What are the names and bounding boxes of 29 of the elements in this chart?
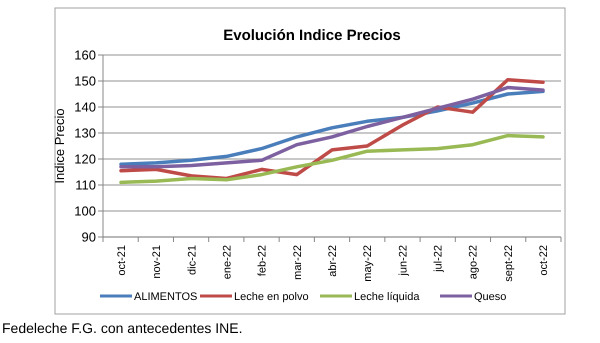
- x-tick-label: nov-21: [151, 245, 164, 279]
- x-tick-label: jun-22: [397, 245, 410, 277]
- x-tick-label: oct-22: [538, 245, 550, 276]
- x-tick-label: jul-22: [432, 245, 444, 273]
- y-tick-label: 120: [74, 152, 96, 167]
- x-tick-label: oct-21: [116, 245, 128, 276]
- y-tick-label: 90: [82, 230, 96, 245]
- x-tick-label: ene-22: [222, 245, 234, 280]
- x-tick-label: feb-22: [256, 245, 269, 276]
- x-tick-label: mar-22: [292, 245, 304, 280]
- line-series: [119, 134, 545, 184]
- y-tick-label: 140: [74, 100, 96, 115]
- x-tick-label: dic-21: [186, 245, 198, 275]
- y-tick-label: 160: [74, 48, 96, 63]
- y-axis-title: Indice Precio: [52, 108, 67, 184]
- x-tick-label: ago-22: [468, 245, 480, 280]
- x-tick-label: may-22: [362, 245, 374, 282]
- y-tick-label: 110: [75, 178, 96, 193]
- x-tick-label: abr-22: [327, 245, 339, 277]
- legend-label: ALIMENTOS: [134, 290, 198, 303]
- legend-label: Leche en polvo: [234, 290, 309, 303]
- legend-label: Leche líquida: [354, 290, 420, 303]
- legend-label: Queso: [474, 290, 506, 303]
- y-tick-label: 100: [74, 204, 96, 219]
- chart-title: Evolución Indice Precios: [223, 27, 401, 44]
- x-tick-label: sept-22: [502, 245, 515, 282]
- y-tick-label: 150: [74, 74, 96, 89]
- text: Fedeleche F.G. con antecedentes INE.: [2, 320, 242, 336]
- y-tick-label: 130: [74, 126, 96, 141]
